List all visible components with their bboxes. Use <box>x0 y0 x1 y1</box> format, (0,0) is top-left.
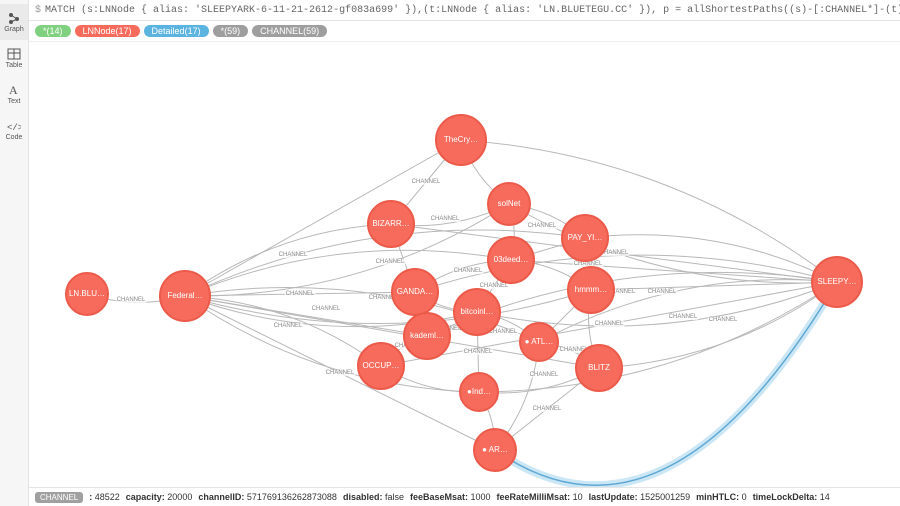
graph-node[interactable]: kademl… <box>403 312 451 360</box>
graph-node[interactable]: bitcoinl… <box>453 288 501 336</box>
svg-text:</>: </> <box>7 123 21 133</box>
query-bar[interactable]: $ MATCH (s:LNNode { alias: 'SLEEPYARK-6-… <box>29 0 900 21</box>
graph-node[interactable]: LN.BLU… <box>65 272 109 316</box>
status-prop: : 48522 <box>89 492 120 502</box>
main-panel: $ MATCH (s:LNNode { alias: 'SLEEPYARK-6-… <box>29 0 900 506</box>
graph-node[interactable]: PAY_YI… <box>561 214 609 262</box>
view-graph-tab[interactable]: Graph <box>0 4 28 40</box>
graph-canvas[interactable]: ⊕ ⊖ CHANNELCHANNELCHANNELCHANNELCHANNELC… <box>29 42 900 487</box>
chip[interactable]: *(59) <box>213 25 249 37</box>
status-prop: lastUpdate: 1525001259 <box>589 492 691 502</box>
graph-node[interactable]: BLITZ <box>575 344 623 392</box>
graph-node[interactable]: ● ATL… <box>519 322 559 362</box>
view-text-tab[interactable]: AText <box>0 76 28 112</box>
chip[interactable]: Detailed(17) <box>144 25 209 37</box>
label-chips: *(14) LNNode(17) Detailed(17) *(59)CHANNEL(… <box>29 21 900 42</box>
graph-node[interactable]: 03deed… <box>487 236 535 284</box>
chip[interactable]: LNNode(17) <box>75 25 140 37</box>
graph-node[interactable]: BIZARR… <box>367 200 415 248</box>
graph-node[interactable]: GANDA… <box>391 268 439 316</box>
graph-node[interactable]: ● AR… <box>473 428 517 472</box>
status-prop: feeRateMilliMsat: 10 <box>497 492 583 502</box>
view-sidebar: GraphTableAText</>Code <box>0 0 29 506</box>
code-icon: </> <box>7 119 21 133</box>
graph-node[interactable]: ●Ind… <box>459 372 499 412</box>
status-prop: minHTLC: 0 <box>696 492 747 502</box>
status-tag: CHANNEL <box>35 492 83 503</box>
view-code-tab[interactable]: </>Code <box>0 112 28 148</box>
text-icon: A <box>7 83 21 97</box>
graph-icon <box>7 11 21 25</box>
status-prop: capacity: 20000 <box>126 492 193 502</box>
status-prop: channelID: 571769136262873088 <box>198 492 337 502</box>
view-table-tab[interactable]: Table <box>0 40 28 76</box>
query-text: MATCH (s:LNNode { alias: 'SLEEPYARK-6-11… <box>45 5 900 16</box>
chip[interactable]: *(14) <box>35 25 71 37</box>
query-prompt: $ <box>35 5 41 16</box>
graph-node[interactable]: hmmm… <box>567 266 615 314</box>
status-prop: feeBaseMsat: 1000 <box>410 492 491 502</box>
chip[interactable]: CHANNEL(59) <box>252 25 327 37</box>
status-prop: timeLockDelta: 14 <box>753 492 830 502</box>
graph-node[interactable]: SLEEPY… <box>811 256 863 308</box>
status-prop: disabled: false <box>343 492 404 502</box>
table-icon <box>7 47 21 61</box>
graph-node[interactable]: solNet <box>487 182 531 226</box>
graph-node[interactable]: Federal… <box>159 270 211 322</box>
svg-text:A: A <box>9 83 18 97</box>
status-bar: CHANNEL : 48522 capacity: 20000 channelID: … <box>29 487 900 506</box>
graph-node[interactable]: TheCry… <box>435 114 487 166</box>
graph-node[interactable]: OCCUP… <box>357 342 405 390</box>
